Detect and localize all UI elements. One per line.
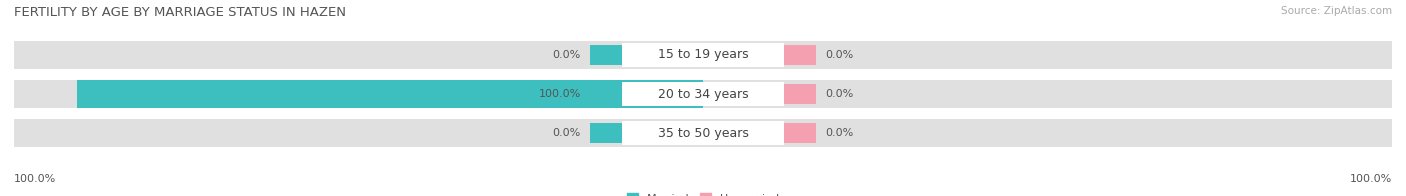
Text: 0.0%: 0.0% xyxy=(825,128,853,138)
Text: 20 to 34 years: 20 to 34 years xyxy=(658,88,748,101)
Bar xyxy=(591,45,621,65)
Bar xyxy=(14,119,1392,147)
Text: 0.0%: 0.0% xyxy=(825,50,853,60)
Legend: Married, Unmarried: Married, Unmarried xyxy=(621,189,785,196)
Text: 0.0%: 0.0% xyxy=(553,128,581,138)
Bar xyxy=(621,43,785,67)
Bar xyxy=(591,84,621,104)
Text: 100.0%: 100.0% xyxy=(538,89,581,99)
Text: 100.0%: 100.0% xyxy=(14,174,56,184)
Bar xyxy=(621,121,785,145)
Text: 0.0%: 0.0% xyxy=(825,89,853,99)
Bar xyxy=(14,41,1392,69)
Bar xyxy=(785,123,815,143)
Text: 15 to 19 years: 15 to 19 years xyxy=(658,48,748,61)
Bar xyxy=(14,80,1392,108)
Bar xyxy=(591,123,621,143)
Text: FERTILITY BY AGE BY MARRIAGE STATUS IN HAZEN: FERTILITY BY AGE BY MARRIAGE STATUS IN H… xyxy=(14,6,346,19)
Bar xyxy=(785,84,815,104)
Text: 35 to 50 years: 35 to 50 years xyxy=(658,127,748,140)
Bar xyxy=(785,45,815,65)
Text: Source: ZipAtlas.com: Source: ZipAtlas.com xyxy=(1281,6,1392,16)
Bar xyxy=(77,80,703,108)
Bar xyxy=(621,82,785,106)
Text: 100.0%: 100.0% xyxy=(1350,174,1392,184)
Text: 0.0%: 0.0% xyxy=(553,50,581,60)
